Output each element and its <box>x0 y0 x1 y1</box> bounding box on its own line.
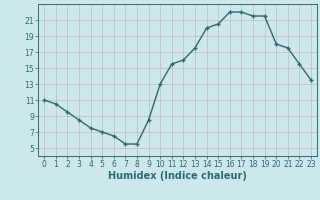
X-axis label: Humidex (Indice chaleur): Humidex (Indice chaleur) <box>108 171 247 181</box>
